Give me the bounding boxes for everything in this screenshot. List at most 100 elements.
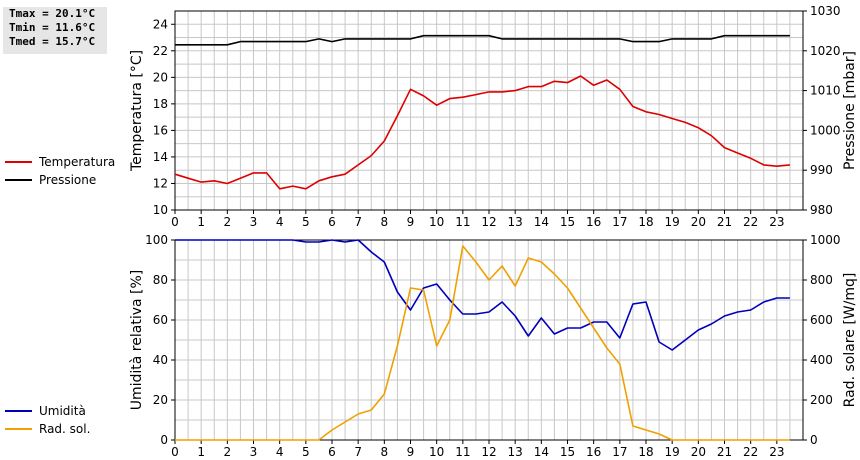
x-tick-label: 9 [407,215,415,229]
y2-tick-label: 1000 [810,233,841,247]
x-tick-label: 16 [586,215,601,229]
x-tick-label: 8 [381,215,389,229]
y-axis-label: Temperatura [°C] [129,50,145,172]
x-tick-label: 19 [665,445,680,459]
chart-panel-1: 0 1 2 3 4 5 6 7 8 9 10 11 12 13 14 15 16 17 18 19 20 21 22 2310… [129,4,858,229]
y-tick-label: 24 [153,17,168,31]
x-tick-label: 12 [481,445,496,459]
legend-item-temperatura: Temperatura [5,153,115,171]
x-tick-label: 15 [560,445,575,459]
y-tick-label: 20 [153,70,168,84]
y2-tick-label: 1030 [810,4,841,18]
x-tick-label: 0 [171,445,179,459]
x-tick-label: 6 [328,215,336,229]
x-tick-label: 7 [354,215,362,229]
x-tick-label: 17 [612,215,627,229]
y2-axis-label: Pressione [mbar] [842,51,858,170]
x-tick-label: 3 [250,215,258,229]
x-tick-label: 4 [276,215,284,229]
x-tick-label: 18 [638,215,653,229]
y-tick-label: 20 [153,393,168,407]
y2-tick-label: 980 [810,203,833,217]
legend-item-radsol: Rad. sol. [5,420,90,438]
y2-tick-label: 800 [810,273,833,287]
x-tick-label: 2 [224,445,232,459]
x-tick-label: 1 [197,215,205,229]
x-tick-label: 12 [481,215,496,229]
legend-label-temperatura: Temperatura [39,155,116,169]
series-line-rad-sol [175,245,790,441]
y-tick-label: 60 [153,313,168,327]
y-axis-label: Umidità relativa [%] [129,270,145,411]
x-tick-label: 5 [302,445,310,459]
tmax-label: Tmax = 20.1°C [9,7,96,20]
y2-tick-label: 1000 [810,123,841,137]
x-tick-label: 5 [302,215,310,229]
x-tick-label: 13 [508,215,523,229]
legend-top: Temperatura Pressione [5,153,115,189]
y-tick-label: 12 [153,176,168,190]
y2-tick-label: 1020 [810,44,841,58]
x-tick-label: 18 [638,445,653,459]
x-tick-label: 14 [534,215,549,229]
x-tick-label: 15 [560,215,575,229]
x-tick-label: 22 [743,445,758,459]
x-tick-label: 21 [717,215,732,229]
x-tick-label: 17 [612,445,627,459]
x-tick-label: 7 [354,445,362,459]
x-tick-label: 13 [508,445,523,459]
legend-swatch-umidita [5,410,32,412]
x-tick-label: 16 [586,445,601,459]
x-tick-label: 14 [534,445,549,459]
x-tick-label: 10 [429,215,444,229]
x-tick-label: 20 [691,445,706,459]
x-tick-label: 11 [455,215,470,229]
x-tick-label: 23 [769,445,784,459]
legend-swatch-temperatura [5,161,32,163]
x-tick-label: 23 [769,215,784,229]
legend-label-pressione: Pressione [39,173,97,187]
legend-swatch-radsol [5,428,32,430]
y-tick-label: 14 [153,150,168,164]
x-tick-label: 11 [455,445,470,459]
x-tick-label: 1 [197,445,205,459]
series-line-umidita [175,239,790,351]
x-tick-label: 2 [224,215,232,229]
x-tick-label: 10 [429,445,444,459]
y-tick-label: 80 [153,273,168,287]
series-line-temperatura [174,75,790,190]
y2-tick-label: 200 [810,393,833,407]
y2-tick-label: 1010 [810,84,841,98]
legend-bottom: Umidità Rad. sol. [5,404,90,438]
y-tick-label: 40 [153,353,168,367]
tmin-label: Tmin = 11.6°C [9,21,96,34]
x-tick-label: 8 [381,445,389,459]
x-tick-label: 4 [276,445,284,459]
y-tick-label: 16 [153,123,168,137]
tmed-label: Tmed = 15.7°C [9,35,96,48]
y2-tick-label: 990 [810,163,833,177]
y2-tick-label: 0 [810,433,818,447]
x-tick-label: 9 [407,445,415,459]
chart-panel-2: 0 1 2 3 4 5 6 7 8 9 10 11 12 13 14 15 16 17 18 19 20 21 22 2302… [129,233,858,459]
x-tick-label: 22 [743,215,758,229]
legend-label-radsol: Rad. sol. [39,422,91,436]
y-tick-label: 100 [145,233,168,247]
legend-item-pressione: Pressione [5,171,115,189]
y-tick-label: 18 [153,97,168,111]
y2-tick-label: 400 [810,353,833,367]
legend-label-umidita: Umidità [39,404,86,418]
x-tick-label: 0 [171,215,179,229]
x-tick-label: 19 [665,215,680,229]
y2-axis-label: Rad. solare [W/mq] [842,273,858,408]
x-tick-label: 3 [250,445,258,459]
x-tick-label: 20 [691,215,706,229]
y-tick-label: 0 [160,433,168,447]
legend-item-umidita: Umidità [5,402,90,420]
series-line-pressione [175,34,790,46]
y-tick-label: 10 [153,203,168,217]
y2-tick-label: 600 [810,313,833,327]
legend-swatch-pressione [5,179,32,181]
x-tick-label: 6 [328,445,336,459]
